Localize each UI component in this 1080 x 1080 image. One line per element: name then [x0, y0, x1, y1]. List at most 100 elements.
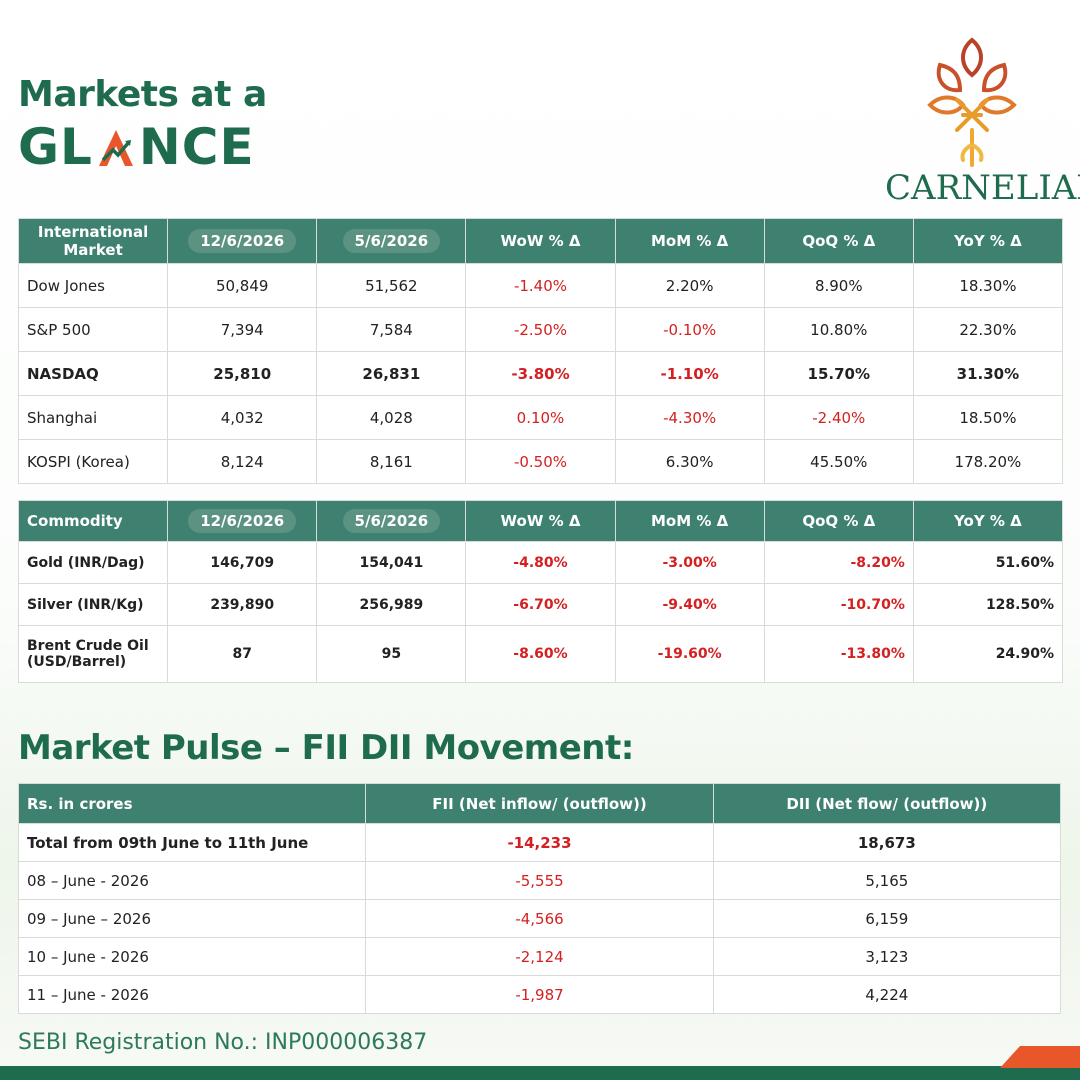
header-cell: FII (Net inflow/ (outflow)): [365, 783, 714, 824]
cell: 5,165: [712, 861, 1062, 900]
row-label: Brent Crude Oil (USD/Barrel): [17, 625, 169, 683]
cell: 128.50%: [912, 583, 1064, 626]
row-label: Total from 09th June to 11th June: [17, 823, 367, 862]
table-head: International Market 12/6/2026 5/6/2026 WoW…: [17, 218, 1064, 264]
row-label: S&P 500: [17, 307, 169, 352]
cell: 45.50%: [763, 439, 914, 484]
table-body: Total from 09th June to 11th June -14,233…: [17, 823, 1062, 1014]
header-cell: Commodity: [17, 500, 169, 542]
cell: -1.40%: [465, 263, 616, 308]
row-label: NASDAQ: [17, 351, 169, 396]
table-row: Shanghai 4,032 4,028 0.10% -4.30% -2.40% 18.50…: [17, 395, 1064, 440]
cell: -1.10%: [614, 351, 765, 396]
cell: 8,124: [167, 439, 318, 484]
row-label: Shanghai: [17, 395, 169, 440]
cell: 178.20%: [912, 439, 1064, 484]
table-row: 10 – June - 2026 -2,124 3,123: [17, 937, 1062, 976]
header-cell: Rs. in crores: [17, 783, 367, 824]
cell: 256,989: [316, 583, 467, 626]
cell: -14,233: [365, 823, 714, 862]
cell: -10.70%: [763, 583, 914, 626]
bottom-bar: [0, 1066, 1080, 1080]
header-cell: WoW % Δ: [465, 218, 616, 264]
table-row: Dow Jones 50,849 51,562 -1.40% 2.20% 8.90% 18.…: [17, 263, 1064, 308]
cell: 26,831: [316, 351, 467, 396]
header-cell: DII (Net flow/ (outflow)): [712, 783, 1062, 824]
table-row: 09 – June – 2026 -4,566 6,159: [17, 899, 1062, 938]
header-row: International Market 12/6/2026 5/6/2026 WoW…: [17, 218, 1064, 264]
cell: 51.60%: [912, 541, 1064, 584]
header-cell: 12/6/2026: [167, 500, 318, 542]
header-cell: YoY % Δ: [912, 500, 1064, 542]
cell: 18.30%: [912, 263, 1064, 308]
cell: -3.00%: [614, 541, 765, 584]
cell: 50,849: [167, 263, 318, 308]
cell: 8.90%: [763, 263, 914, 308]
header-cell: MoM % Δ: [614, 218, 765, 264]
cell: 95: [316, 625, 467, 683]
cell: 3,123: [712, 937, 1062, 976]
cell: 25,810: [167, 351, 318, 396]
row-label: 08 – June - 2026: [17, 861, 367, 900]
table-row: KOSPI (Korea) 8,124 8,161 -0.50% 6.30% 45.50%…: [17, 439, 1064, 484]
cell: 24.90%: [912, 625, 1064, 683]
header-cell: 12/6/2026: [167, 218, 318, 264]
row-label: 11 – June - 2026: [17, 975, 367, 1014]
table-row: Brent Crude Oil (USD/Barrel) 87 95 -8.60% -1…: [17, 625, 1064, 683]
date-pill: 5/6/2026: [342, 509, 441, 533]
table-row: Gold (INR/Dag) 146,709 154,041 -4.80% -3.00%…: [17, 541, 1064, 584]
header-cell: 5/6/2026: [316, 500, 467, 542]
header-cell: International Market: [17, 218, 169, 264]
date-pill: 12/6/2026: [188, 509, 297, 533]
cell: -5,555: [365, 861, 714, 900]
cell: 2.20%: [614, 263, 765, 308]
cell: -19.60%: [614, 625, 765, 683]
title-line2: GL NCE: [18, 118, 255, 176]
row-label: 10 – June - 2026: [17, 937, 367, 976]
cell: -8.20%: [763, 541, 914, 584]
international-table: International Market 12/6/2026 5/6/2026 WoW…: [17, 218, 1064, 484]
cell: 10.80%: [763, 307, 914, 352]
cell: -4.80%: [465, 541, 616, 584]
cell: 8,161: [316, 439, 467, 484]
cell: 18.50%: [912, 395, 1064, 440]
header-cell: YoY % Δ: [912, 218, 1064, 264]
cell: 7,394: [167, 307, 318, 352]
cell: 4,028: [316, 395, 467, 440]
row-label: 09 – June – 2026: [17, 899, 367, 938]
row-label: Silver (INR/Kg): [17, 583, 169, 626]
fii-dii-table: Rs. in crores FII (Net inflow/ (outflow))…: [17, 783, 1062, 1014]
registration: SEBI Registration No.: INP000006387: [18, 1030, 428, 1055]
header-cell: 5/6/2026: [316, 218, 467, 264]
row-label: KOSPI (Korea): [17, 439, 169, 484]
cell: -4,566: [365, 899, 714, 938]
cell: 22.30%: [912, 307, 1064, 352]
section-title: Market Pulse – FII DII Movement:: [18, 728, 634, 768]
header-cell: WoW % Δ: [465, 500, 616, 542]
title-part: GL: [18, 118, 93, 176]
cell: 239,890: [167, 583, 318, 626]
header-row: Commodity 12/6/2026 5/6/2026 WoW % Δ MoM % Δ…: [17, 500, 1064, 542]
cell: 15.70%: [763, 351, 914, 396]
header-cell: QoQ % Δ: [763, 500, 914, 542]
row-label: Dow Jones: [17, 263, 169, 308]
table-row: S&P 500 7,394 7,584 -2.50% -0.10% 10.80% 22.30…: [17, 307, 1064, 352]
cell: -13.80%: [763, 625, 914, 683]
cell: 154,041: [316, 541, 467, 584]
table-head: Rs. in crores FII (Net inflow/ (outflow))…: [17, 783, 1062, 824]
cell: 87: [167, 625, 318, 683]
cell: -6.70%: [465, 583, 616, 626]
cell: -9.40%: [614, 583, 765, 626]
table-row: 11 – June - 2026 -1,987 4,224: [17, 975, 1062, 1014]
corner-accent: [1000, 1046, 1080, 1068]
cell: -0.50%: [465, 439, 616, 484]
cell: 0.10%: [465, 395, 616, 440]
table-row: NASDAQ 25,810 26,831 -3.80% -1.10% 15.70% 31.3…: [17, 351, 1064, 396]
logo-text: CARNELIAN: [885, 168, 1080, 208]
logo-mark: [927, 37, 1017, 167]
commodity-table: Commodity 12/6/2026 5/6/2026 WoW % Δ MoM % Δ…: [17, 500, 1064, 683]
table-body: Gold (INR/Dag) 146,709 154,041 -4.80% -3.00%…: [17, 541, 1064, 683]
cell: 146,709: [167, 541, 318, 584]
cell: 18,673: [712, 823, 1062, 862]
